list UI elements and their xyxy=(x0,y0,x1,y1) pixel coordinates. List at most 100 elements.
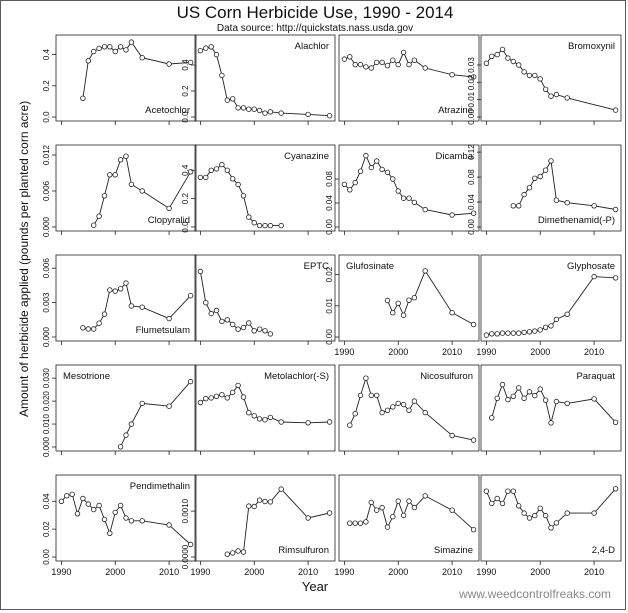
y-tick-label: 0.0 xyxy=(181,221,190,233)
series-line xyxy=(387,269,474,325)
panel-frame xyxy=(338,254,480,342)
data-point xyxy=(489,500,495,507)
data-point xyxy=(203,174,209,181)
data-point xyxy=(107,44,113,50)
data-point xyxy=(240,394,247,400)
data-point xyxy=(69,491,75,497)
data-point xyxy=(612,486,619,492)
y-tick-label: 0.0010 xyxy=(181,498,190,523)
y-tick-label: 0.12 xyxy=(467,144,476,160)
data-point xyxy=(235,181,241,188)
data-point xyxy=(470,74,477,80)
data-point xyxy=(395,498,401,504)
data-point xyxy=(203,45,209,51)
x-tick-label: 2010 xyxy=(442,567,462,577)
data-point xyxy=(213,393,220,399)
panel-glyphosate: 1990 2000 2010 Glyphosate xyxy=(476,254,622,357)
panel-frame xyxy=(194,474,336,562)
data-point xyxy=(128,303,135,309)
panel-frame xyxy=(194,34,336,122)
data-point xyxy=(107,287,113,293)
series-line xyxy=(349,495,474,531)
data-point xyxy=(553,316,560,323)
data-point xyxy=(219,72,225,79)
y-tick-label: 0.2 xyxy=(181,193,190,205)
data-point xyxy=(470,321,477,328)
panel-label-metolachlor-s: Metolachlor(-S) xyxy=(264,371,329,382)
data-point xyxy=(564,311,570,317)
data-point xyxy=(526,72,533,79)
y-tick-label: 0.2 xyxy=(181,85,190,97)
data-point xyxy=(235,382,241,389)
data-point xyxy=(112,288,118,294)
panel-label-eptc: EPTC xyxy=(304,261,329,272)
data-point xyxy=(267,109,274,115)
panel-alachlor: 0.0 0.2 0.4 Alachlor xyxy=(181,34,336,125)
data-point xyxy=(96,502,102,509)
data-point xyxy=(411,504,418,511)
y-tick-label: 0.0000 xyxy=(181,544,190,569)
data-point xyxy=(612,275,619,281)
data-point xyxy=(229,176,236,182)
panel-frame xyxy=(480,144,622,232)
data-point xyxy=(117,157,124,163)
y-tick-label: 0.030 xyxy=(42,368,51,389)
y-tick-label: 0.0 xyxy=(181,111,190,123)
panel-label-pendimethalin: Pendimethalin xyxy=(130,481,190,492)
data-point xyxy=(112,172,118,178)
data-point xyxy=(470,210,477,216)
y-tick-label: 0.04 xyxy=(325,195,334,211)
data-point xyxy=(166,403,172,409)
data-point xyxy=(90,48,97,55)
data-point xyxy=(128,181,135,188)
panel-rimsulfuron: 1990 2000 2010 0.0000 0.0010 Rimsulfuron xyxy=(181,474,336,577)
data-point xyxy=(400,312,407,318)
data-point xyxy=(400,195,407,201)
data-point xyxy=(494,395,500,401)
x-tick-label: 2010 xyxy=(159,567,179,577)
data-point xyxy=(278,222,284,229)
panel-acetochlor: 0.0 0.2 0.4 Acetochlor xyxy=(42,34,197,125)
data-point xyxy=(187,378,194,385)
data-point xyxy=(139,518,145,524)
data-point xyxy=(411,295,418,301)
panel-eptc: EPTC xyxy=(194,254,336,345)
panel-2-4-d: 1990 2000 2010 2,4-D xyxy=(476,474,622,577)
data-point xyxy=(235,548,241,554)
y-tick-label: 0.003 xyxy=(42,292,51,313)
data-point xyxy=(532,392,538,399)
data-point xyxy=(510,393,516,399)
data-point xyxy=(400,49,407,56)
data-point xyxy=(187,293,194,299)
panel-label-clopyralid: Clopyralid xyxy=(148,215,190,226)
y-tick-label: 0.02 xyxy=(325,266,334,282)
data-point xyxy=(240,193,247,199)
data-point xyxy=(139,304,145,310)
data-point xyxy=(123,153,129,159)
data-point xyxy=(166,315,172,322)
y-tick-label: 0.04 xyxy=(467,194,476,210)
data-point xyxy=(553,197,560,203)
data-point xyxy=(305,111,311,118)
panel-label-alachlor: Alachlor xyxy=(295,41,329,52)
data-point xyxy=(368,392,374,399)
data-point xyxy=(256,222,263,229)
data-point xyxy=(357,520,364,526)
data-point xyxy=(267,222,274,229)
data-point xyxy=(347,520,353,526)
y-tick-label: 0.01 xyxy=(325,297,334,313)
data-point xyxy=(357,392,364,399)
panel-nicosulfuron: Nicosulfuron xyxy=(338,364,480,455)
data-point xyxy=(139,400,145,407)
y-tick-label: 0.04 xyxy=(42,493,51,509)
data-point xyxy=(128,39,135,45)
data-point xyxy=(58,498,65,504)
data-point xyxy=(499,381,506,388)
data-point xyxy=(406,407,412,413)
series-line xyxy=(486,48,616,111)
data-point xyxy=(499,330,506,336)
data-point xyxy=(612,107,619,113)
data-point xyxy=(422,409,428,416)
x-tick-label: 1990 xyxy=(334,347,354,357)
